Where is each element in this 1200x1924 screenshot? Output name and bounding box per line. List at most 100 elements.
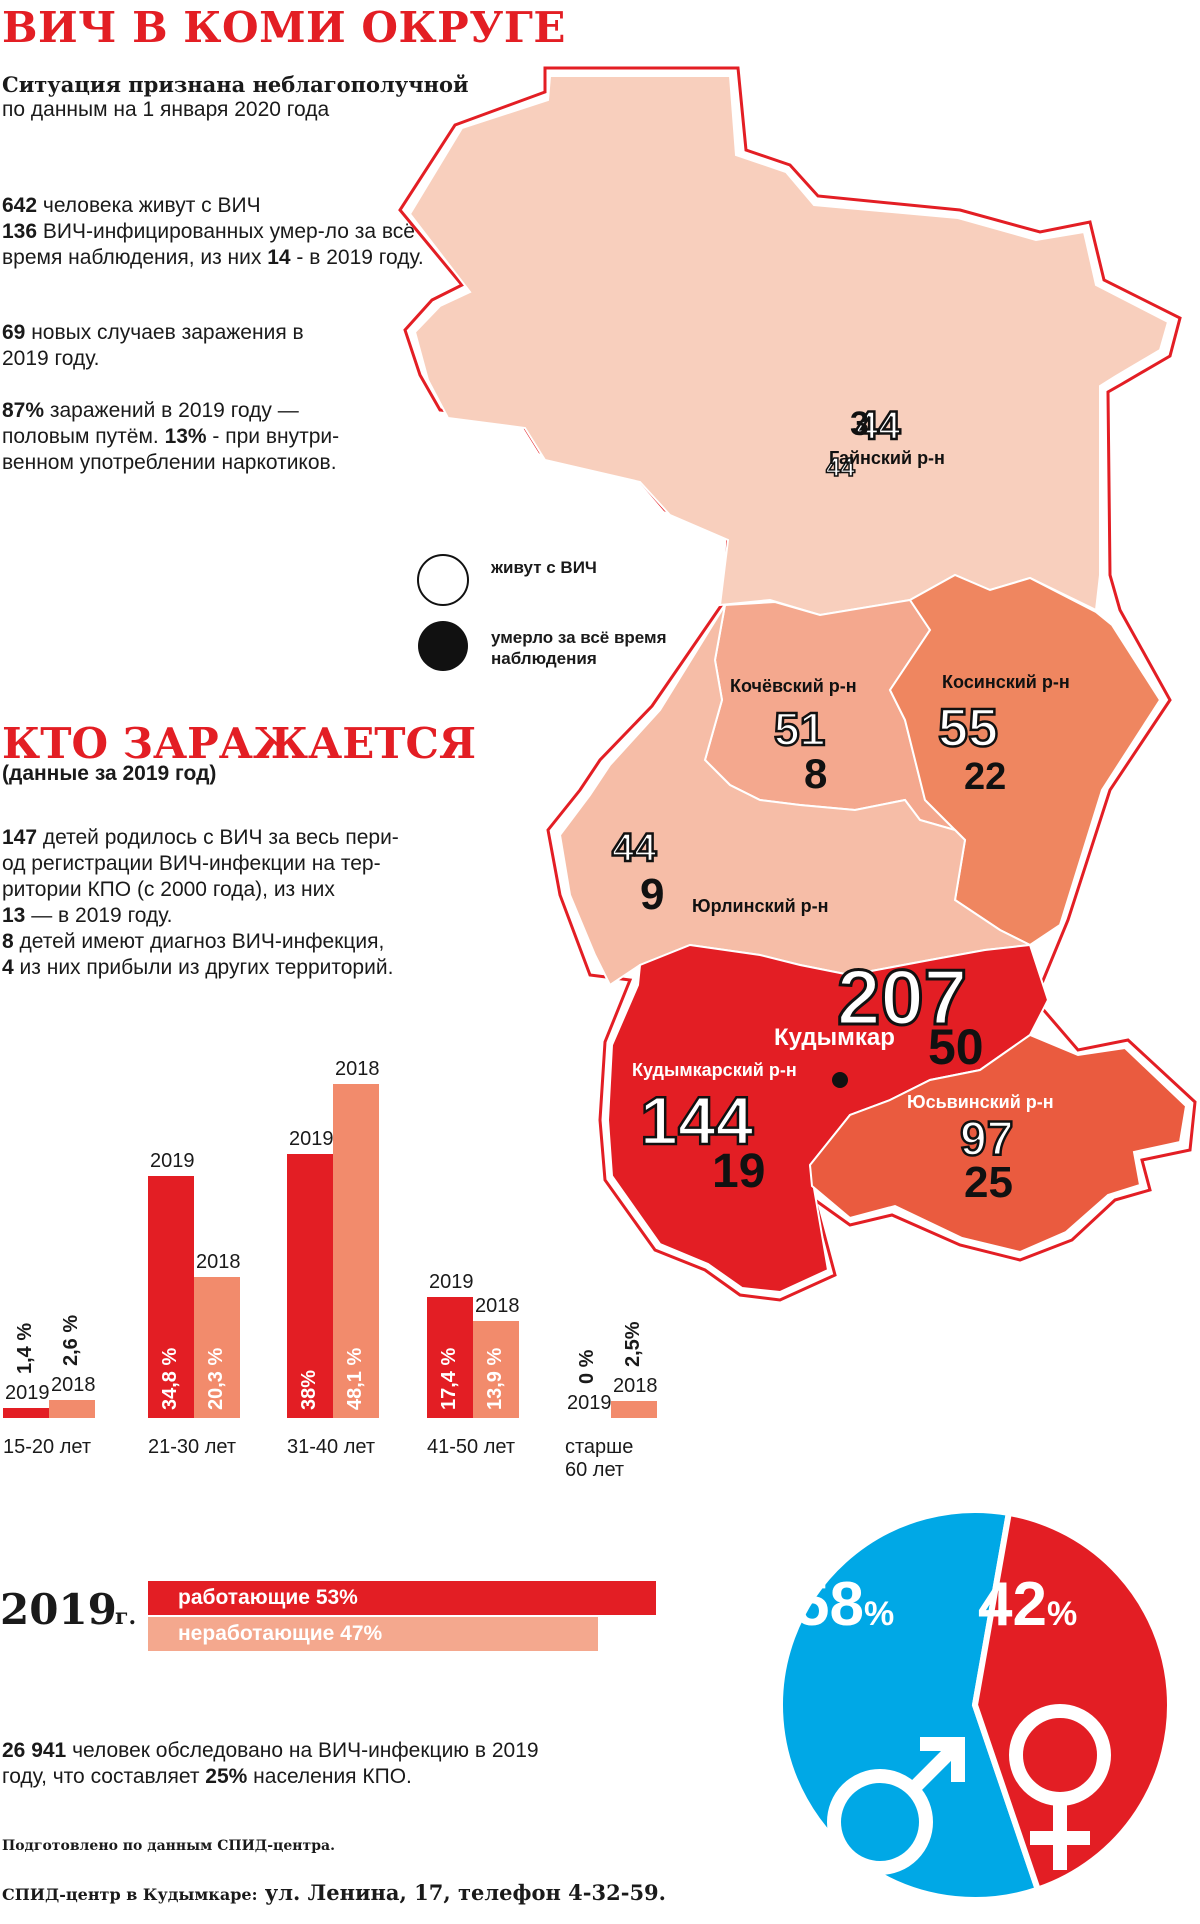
kochevsky-name: Кочёвский р-н <box>730 676 857 696</box>
age-bar-value-label: 38% <box>298 1369 320 1410</box>
fact-number: 13 <box>2 904 26 927</box>
fact-number: 8 <box>2 930 14 953</box>
age-bar-year-label: 2018 <box>335 1058 380 1080</box>
source-note: Подготовлено по данным СПИД-центра. <box>2 1838 335 1854</box>
fact-paragraph-2: 69 новых случаев заражения в 2019 году. <box>2 320 332 372</box>
kudymkarsky-living: 144 <box>639 1082 755 1161</box>
kosinsky-dead: 22 <box>964 756 1007 798</box>
fact-number: 25% <box>205 1765 248 1788</box>
legend-dead-label: умерло за всё время наблюдения <box>491 628 667 668</box>
employment-bar <box>148 1581 656 1615</box>
kudymkarsky-name: Кудымкарский р-н <box>632 1060 797 1080</box>
employment-bar <box>148 1617 599 1651</box>
age-bar-2019 <box>287 1154 333 1418</box>
age-bar-year-label: 2018 <box>196 1251 241 1274</box>
age-bar-value-label: 2,5% <box>622 1321 644 1367</box>
yurlinsky-name: Юрлинский р-н <box>692 896 829 916</box>
kochevsky-living: 51 <box>773 702 827 757</box>
kochevsky-dead: 8 <box>804 750 828 797</box>
age-bar-2018 <box>49 1399 95 1418</box>
fact-text: заражений в 2019 году — половым путём. <box>2 399 299 448</box>
age-bar-year-label: 2019 <box>150 1150 195 1173</box>
age-bar-year-label: 2018 <box>475 1295 520 1318</box>
address-line: СПИД-центр в Кудымкаре: ул. Ленина, 17, … <box>2 1880 666 1905</box>
age-bar-2018 <box>473 1321 519 1418</box>
fact-number: 642 <box>2 194 38 217</box>
fact-text: - в 2019 году. <box>290 246 424 269</box>
age-category-label: 31-40 лет <box>287 1436 375 1458</box>
age-bar-value-label: 17,4 % <box>438 1347 460 1410</box>
age-bar-value-label: 0 % <box>576 1349 598 1384</box>
age-bar-2018 <box>194 1277 240 1418</box>
fact-text: человек обследовано на ВИЧ-инфекцию в 20… <box>2 1739 539 1788</box>
kosinsky-name: Косинский р-н <box>942 672 1070 692</box>
date-line: по данным на 1 января 2020 года <box>2 98 330 121</box>
district-yusvinsky <box>808 1033 1188 1254</box>
page-subtitle: Ситуация признана неблагополучной <box>2 72 469 97</box>
fact-text: человека живут с ВИЧ <box>37 194 261 217</box>
age-bar-year-label: 2018 <box>613 1374 658 1397</box>
address-text: ул. Ленина, 17, телефон 4-32-59. <box>257 1880 666 1905</box>
female-symbol-icon <box>1009 1704 1111 1870</box>
legend-living-circle <box>417 554 469 606</box>
gainsky-dead: 3 <box>850 405 869 443</box>
age-bar-2019 <box>3 1408 49 1418</box>
age-category-label: 21-30 лет <box>148 1436 236 1458</box>
age-bar-value-label: 1,4 % <box>14 1323 36 1375</box>
legend-living-label: живут с ВИЧ <box>491 558 597 577</box>
section-subtitle: (данные за 2019 год) <box>2 762 217 785</box>
fact-text: - при внутри-венном употреблении наркоти… <box>2 425 340 474</box>
fact-text: населения КПО. <box>247 1765 412 1788</box>
age-bar-year-label: 2019 <box>5 1382 50 1405</box>
fact-text: новых случаев заражения в 2019 году. <box>2 321 304 370</box>
fact-number: 26 941 <box>2 1739 67 1762</box>
fact-number: 14 <box>267 246 291 269</box>
yusvinsky-living: 97 <box>959 1112 1015 1168</box>
pie-slice-female <box>971 1509 1173 1894</box>
fact-text: детей имеют диагноз ВИЧ-инфекция, <box>13 930 385 953</box>
kudymkar-city-name: Кудымкар <box>774 1024 895 1051</box>
employment-bar-label: работающие 53% <box>178 1586 358 1609</box>
city-dot <box>832 1072 848 1088</box>
fact-paragraph-3: 87% заражений в 2019 году — половым путё… <box>2 398 362 476</box>
gainsky-living: 44 <box>825 451 855 483</box>
age-bar-2019 <box>148 1176 194 1418</box>
employment-bar-label: неработающие 47% <box>178 1622 383 1645</box>
fact-text: — в 2019 году. <box>25 904 173 927</box>
gainsky-name: Гайнский р-н <box>829 448 945 468</box>
kudymkarsky-dead: 19 <box>712 1145 766 1198</box>
fact-number: 4 <box>2 956 14 979</box>
fact-text: из них прибыли из других территорий. <box>13 956 394 979</box>
address-lead: СПИД-центр в Кудымкаре: <box>2 1885 258 1904</box>
age-bar-value-label: 34,8 % <box>159 1347 181 1410</box>
age-category-label: 41-50 лет <box>427 1436 515 1458</box>
tested-paragraph: 26 941 человек обследовано на ВИЧ-инфекц… <box>2 1738 562 1790</box>
fact-number: 69 <box>2 321 26 344</box>
male-symbol-icon <box>827 1737 965 1875</box>
kudymkar-city-living: 207 <box>835 952 968 1043</box>
age-bar-year-label: 2019 <box>567 1392 612 1414</box>
yurlinsky-dead: 9 <box>640 870 665 919</box>
age-category-label: 15-20 лет <box>3 1436 91 1458</box>
section-title: КТО ЗАРАЖАЕТСЯ <box>2 719 476 768</box>
gainsky-living-big: 44 <box>855 403 902 450</box>
fact-paragraph-1: 642 человека живут с ВИЧ 136 ВИЧ-инфицир… <box>2 193 442 271</box>
age-bar-value-label: 13,9 % <box>484 1347 506 1410</box>
fact-number: 136 <box>2 220 38 243</box>
yurlinsky-living: 44 <box>611 825 658 872</box>
kosinsky-living: 55 <box>937 697 1000 760</box>
age-bar-value-label: 20,3 % <box>205 1347 227 1410</box>
age-bar-chart: 2019 1,4 % 2018 2,6 % 15-20 лет 2019 34,8 % 201… <box>0 0 700 1500</box>
yusvinsky-dead: 25 <box>964 1158 1013 1207</box>
fact-text: ВИЧ-инфицированных умер-ло за всё время … <box>2 220 415 269</box>
age-bar-year-label: 2019 <box>289 1128 334 1151</box>
fact-number: 87% <box>2 399 45 422</box>
age-bar-value-label: 48,1 % <box>344 1347 366 1410</box>
age-bar-value-label: 2,6 % <box>60 1314 82 1366</box>
age-bar-2018 <box>333 1084 379 1418</box>
employment-bar-chart: работающие 53% неработающие 47% <box>148 1581 656 1653</box>
age-bar-2018 <box>611 1400 657 1418</box>
age-bar-year-label: 2019 <box>429 1271 474 1294</box>
fact-text: детей родилось с ВИЧ за весь пери-од рег… <box>2 826 399 901</box>
